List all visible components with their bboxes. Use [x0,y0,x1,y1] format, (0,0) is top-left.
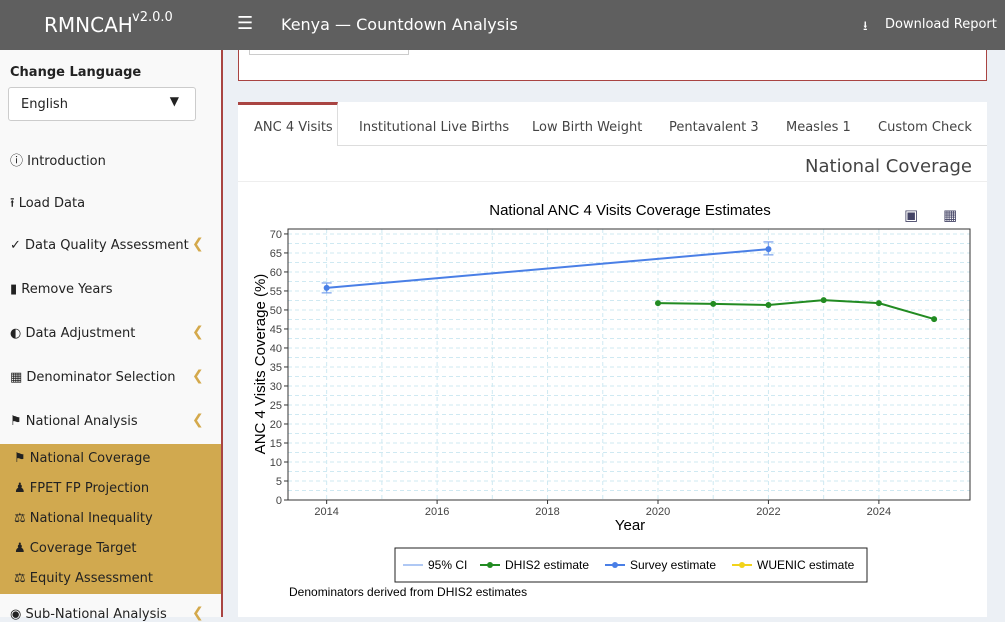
x-tick-label: 2022 [756,506,780,518]
footnote: Denominators derived from DHIS2 estimate… [289,585,527,599]
download-button[interactable]: Download Report [885,17,997,32]
menu-item[interactable]: ▮ Remove Years [10,282,113,297]
menu-label: Load Data [18,196,86,211]
y-tick-label: 55 [270,286,282,298]
tab-panel: ANC 4 Visits Institutional Live Births L… [238,102,987,617]
section-title: National Coverage [805,156,972,177]
brand: RMNCAH [44,13,133,37]
menu-label: Equity Assessment [29,571,154,586]
menu-label: National Inequality [29,511,153,526]
camera-button[interactable]: ▣ [904,206,919,224]
menu-label: National Coverage [29,451,151,466]
x-axis-label: Year [615,517,645,534]
menu-label: Denominator Selection [26,370,176,385]
point [654,300,661,307]
y-tick-label: 60 [270,267,282,279]
y-tick-label: 5 [276,476,282,488]
y-tick-label: 40 [270,343,282,355]
panel [238,50,987,81]
y-tick-label: 15 [270,438,282,450]
submenu-item[interactable]: ⚖ National Inequality [14,511,153,526]
language: English [21,97,68,112]
plot-border [287,228,971,501]
menu-item[interactable]: ⭱ Load Data [10,196,86,211]
x-tick-label: 2024 [867,506,891,518]
legend-swatch [739,562,745,568]
legend-label: Survey estimate [630,558,716,572]
x-tick-label: 2018 [535,506,559,518]
y-tick-label: 50 [270,305,282,317]
legend-box [394,547,868,583]
y-tick-label: 65 [270,248,282,260]
menu-label: Coverage Target [29,541,137,556]
menu-item[interactable]: ▦ Denominator Selection [10,370,176,385]
language-select[interactable]: English ▼ [8,87,196,121]
download-icon[interactable]: ⭳ [863,19,868,34]
x-tick-label: 2020 [646,506,670,518]
x-tick-label: 2016 [425,506,449,518]
y-tick-label: 0 [276,495,282,507]
point [765,302,772,309]
header: RMNCAH v2.0.0 ☰ Kenya — Countdown Analys… [0,0,1005,50]
tab[interactable]: Custom Check [878,120,972,135]
table-button[interactable]: ▦ [943,206,958,224]
menu-item[interactable]: ⚑ National Analysis [10,414,138,429]
menu-item[interactable]: ✓ Data Quality Assessment [10,238,189,253]
x-tick-label: 2014 [314,506,338,518]
point [710,300,717,307]
menu-item[interactable]: ◉ Sub-National Analysis [10,607,167,622]
tab[interactable]: Institutional Live Births [359,120,510,135]
version: v2.0.0 [132,10,173,25]
menu-label: Data Adjustment [25,326,136,341]
series-line [657,299,935,321]
y-tick-label: 25 [270,400,282,412]
menu-toggle[interactable]: ☰ [237,13,254,34]
point [820,297,827,304]
series-line [326,248,769,289]
sidebar: Change Language English ▼ ⓘ Introduction… [0,50,223,622]
point [323,284,330,291]
submenu-item[interactable]: ♟ FPET FP Projection [14,481,150,496]
y-tick-label: 10 [270,457,282,469]
tab[interactable]: Measles 1 [786,120,851,135]
chart: National ANC 4 Visits Coverage Estimates… [252,202,971,599]
menu-label: FPET FP Projection [29,481,150,496]
y-tick-label: 45 [270,324,282,336]
chart-title: National ANC 4 Visits Coverage Estimates [489,202,771,219]
y-axis-label: ANC 4 Visits Coverage (%) [252,274,269,455]
menu-label: Introduction [27,154,106,169]
legend-swatch [612,562,618,568]
menu-label: Data Quality Assessment [25,238,189,253]
menu-label: Remove Years [21,282,113,297]
y-tick-label: 70 [270,229,282,241]
y-tick-label: 35 [270,362,282,374]
point [765,246,772,253]
submenu-item[interactable]: ⚖ Equity Assessment [14,571,154,586]
legend-label: WUENIC estimate [757,558,855,572]
point [875,300,882,307]
tab[interactable]: Pentavalent 3 [669,120,759,135]
legend-label: DHIS2 estimate [505,558,589,572]
menu-label: National Analysis [25,414,138,429]
point [931,316,938,323]
menu-item[interactable]: ⓘ Introduction [10,154,106,169]
page-title: Kenya — Countdown Analysis [281,15,518,34]
y-tick-label: 30 [270,381,282,393]
y-tick-label: 20 [270,419,282,431]
tab[interactable]: ANC 4 Visits [254,120,333,135]
submenu: ⚑ National Coverage ♟ FPET FP Projection… [0,444,221,594]
menu-label: Sub-National Analysis [25,607,167,622]
language-label: Change Language [10,65,142,80]
legend-label: 95% CI [428,558,467,572]
legend-swatch [487,562,493,568]
menu-item[interactable]: ◐ Data Adjustment [10,326,136,341]
tab[interactable]: Low Birth Weight [532,120,643,135]
submenu-item[interactable]: ⚑ National Coverage [14,451,151,466]
submenu-item[interactable]: ♟ Coverage Target [14,541,137,556]
